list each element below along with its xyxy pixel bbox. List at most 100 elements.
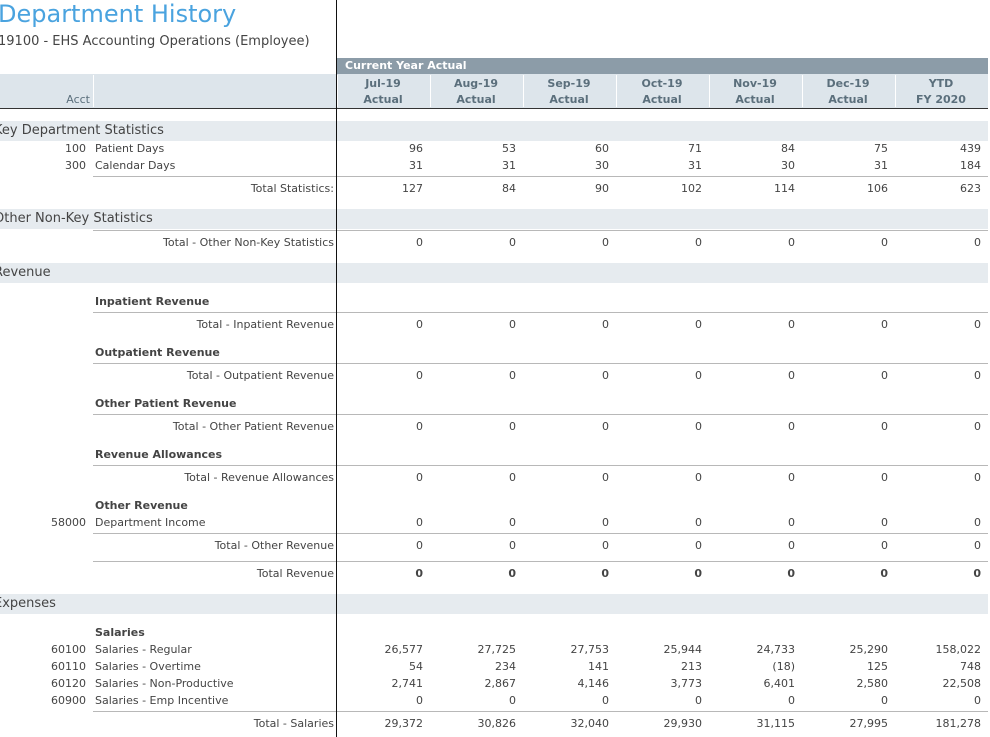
value-cell: 25,290 (849, 643, 889, 656)
row-label: Salaries - Non-Productive (95, 677, 234, 690)
value-cell: 29,930 (663, 717, 703, 730)
column-header-top[interactable]: Nov-19 (733, 77, 777, 90)
header-column-separator (616, 75, 617, 107)
value-cell: 0 (881, 236, 888, 249)
value-cell: 0 (415, 567, 423, 580)
value-cell: 27,995 (849, 717, 889, 730)
value-cell: 114 (774, 182, 795, 195)
column-header-top[interactable]: Jul-19 (365, 77, 401, 90)
value-cell: 0 (974, 516, 981, 529)
value-cell: 0 (416, 471, 423, 484)
value-cell: 0 (788, 420, 795, 433)
subsection-title: Other Revenue (95, 499, 188, 512)
value-cell: 30 (781, 159, 795, 172)
total-label: Total - Other Non-Key Statistics (162, 236, 334, 249)
section-title: Other Non-Key Statistics (0, 211, 153, 226)
column-header-bottom[interactable]: Actual (549, 93, 589, 106)
value-cell: 213 (681, 660, 702, 673)
value-cell: 0 (416, 516, 423, 529)
value-cell: 0 (602, 516, 609, 529)
column-header-top[interactable]: YTD (928, 77, 954, 90)
total-label: Total - Other Patient Revenue (172, 420, 334, 433)
value-cell: 3,773 (670, 677, 703, 690)
column-header-top[interactable]: Sep-19 (547, 77, 591, 90)
column-header-top[interactable]: Dec-19 (826, 77, 870, 90)
current-year-actual-label: Current Year Actual (345, 59, 467, 72)
value-cell: 6,401 (763, 677, 796, 690)
value-cell: 0 (881, 318, 888, 331)
value-cell: 0 (881, 420, 888, 433)
section-title: Revenue (0, 265, 51, 280)
total-label: Total Statistics: (250, 182, 334, 195)
column-header-top[interactable]: Aug-19 (453, 77, 499, 90)
value-cell: 0 (509, 539, 516, 552)
value-cell: 0 (416, 420, 423, 433)
acct-number: 60100 (51, 643, 86, 656)
value-cell: 53 (502, 142, 516, 155)
value-cell: 0 (881, 471, 888, 484)
total-label: Total - Salaries (253, 717, 334, 730)
value-cell: 623 (960, 182, 981, 195)
value-cell: 0 (788, 236, 795, 249)
value-cell: 71 (688, 142, 702, 155)
acct-number: 58000 (51, 516, 86, 529)
value-cell: 75 (874, 142, 888, 155)
column-header-bottom[interactable]: Actual (363, 93, 403, 106)
acct-number: 60120 (51, 677, 86, 690)
value-cell: 158,022 (935, 643, 982, 656)
value-cell: 0 (974, 539, 981, 552)
value-cell: 0 (416, 236, 423, 249)
value-cell: 0 (509, 420, 516, 433)
value-cell: 0 (508, 567, 516, 580)
value-cell: 0 (695, 420, 702, 433)
value-cell: 22,508 (942, 677, 982, 690)
value-cell: 0 (788, 369, 795, 382)
subsection-title: Inpatient Revenue (95, 295, 210, 308)
value-cell: 0 (694, 567, 702, 580)
row-label: Salaries - Overtime (95, 660, 201, 673)
column-header-bottom[interactable]: Actual (735, 93, 775, 106)
acct-number: 60900 (51, 694, 86, 707)
value-cell: 0 (788, 318, 795, 331)
value-cell: 31 (874, 159, 888, 172)
value-cell: 181,278 (935, 717, 982, 730)
value-cell: 0 (509, 516, 516, 529)
value-cell: 0 (787, 567, 795, 580)
header-column-separator (430, 75, 431, 107)
column-header-bottom[interactable]: FY 2020 (916, 93, 966, 106)
total-rule (93, 312, 988, 313)
subsection-title: Other Patient Revenue (95, 397, 237, 410)
value-cell: 0 (602, 471, 609, 484)
value-cell: 31 (409, 159, 423, 172)
total-rule (93, 176, 988, 177)
acct-column-header: Acct (66, 93, 90, 106)
section-expenses: Expenses (0, 594, 988, 614)
value-cell: 27,725 (477, 643, 517, 656)
value-cell: 2,741 (391, 677, 424, 690)
value-cell: 0 (974, 471, 981, 484)
total-label: Total - Inpatient Revenue (196, 318, 334, 331)
column-header-top[interactable]: Oct-19 (641, 77, 683, 90)
section-revenue: Revenue (0, 263, 988, 283)
column-header-bottom[interactable]: Actual (456, 93, 496, 106)
total-rule (93, 711, 988, 712)
total-rule (93, 414, 988, 415)
total-rule (93, 230, 988, 231)
row-label: Salaries - Emp Incentive (95, 694, 229, 707)
total-label: Total - Other Revenue (214, 539, 334, 552)
value-cell: 0 (788, 694, 795, 707)
value-cell: 29,372 (384, 717, 424, 730)
column-header-bottom[interactable]: Actual (642, 93, 682, 106)
value-cell: 0 (788, 539, 795, 552)
row-label: Calendar Days (95, 159, 176, 172)
page-subtitle: 19100 - EHS Accounting Operations (Emplo… (0, 34, 310, 49)
row-label: Department Income (95, 516, 206, 529)
value-cell: 0 (509, 236, 516, 249)
value-cell: 54 (409, 660, 423, 673)
value-cell: 30 (595, 159, 609, 172)
section-other-non-key-statistics: Other Non-Key Statistics (0, 209, 988, 229)
value-cell: 0 (509, 318, 516, 331)
value-cell: 0 (973, 567, 981, 580)
subsection-title: Salaries (95, 626, 145, 639)
column-header-bottom[interactable]: Actual (828, 93, 868, 106)
